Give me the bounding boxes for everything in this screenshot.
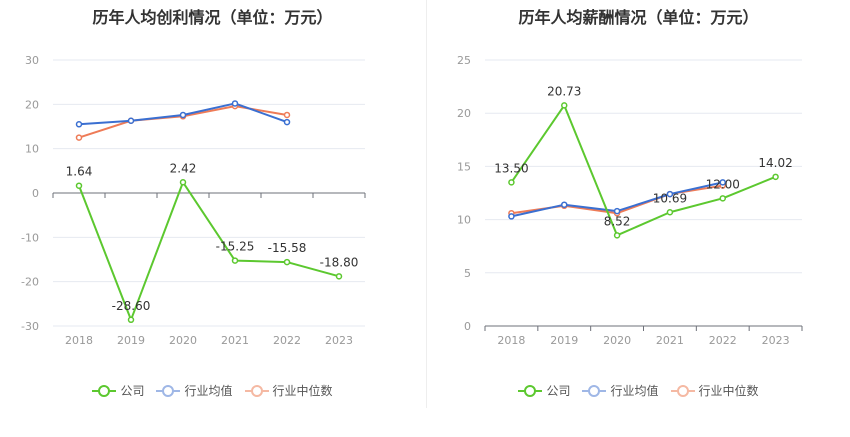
legend-item-industry-median[interactable]: 行业中位数 (244, 382, 333, 399)
legend-label: 行业均值 (184, 384, 233, 398)
salary-per-capita-chart: 25 20 15 10 5 0 2018 2019 2020 2021 2022 2023 13.50 2… (427, 0, 850, 437)
legend-item-industry-average[interactable]: 行业均值 (156, 382, 233, 399)
data-label: 10.69 (653, 191, 687, 205)
data-label: 1.64 (66, 165, 93, 179)
x-tick-label: 2018 (65, 334, 93, 347)
data-point (508, 213, 515, 220)
data-point (508, 179, 515, 186)
y-tick-label: 0 (32, 187, 39, 200)
data-point (75, 182, 83, 189)
legend-line-icon (518, 384, 543, 397)
data-point (231, 100, 239, 107)
legend: 公司 行业均值 行业中位数 (427, 382, 850, 399)
x-tick-label: 2021 (221, 334, 249, 347)
data-point (283, 118, 291, 126)
data-point (666, 209, 674, 216)
legend-label: 行业均值 (610, 384, 659, 398)
y-tick-label: 0 (464, 320, 471, 333)
data-point (179, 111, 187, 119)
data-point (613, 232, 621, 239)
chart-title: 历年人均薪酬情况（单位：万元） (518, 8, 759, 27)
series-line-0 (510, 104, 776, 237)
x-tick-label: 2023 (762, 334, 790, 347)
data-label: -15.25 (216, 240, 255, 254)
data-point (231, 257, 239, 264)
data-point (335, 273, 343, 280)
data-point (75, 134, 83, 141)
y-tick-label: -10 (21, 231, 39, 244)
x-tick-label: 2019 (550, 334, 578, 347)
legend-line-icon (156, 384, 181, 397)
data-label: -15.58 (268, 241, 307, 255)
x-tick-label: 2021 (656, 334, 684, 347)
series-line-0 (78, 181, 340, 321)
data-point (613, 207, 621, 215)
legend-label: 行业中位数 (698, 384, 759, 398)
data-point (127, 316, 135, 324)
legend-item-company[interactable]: 公司 (92, 382, 144, 399)
data-point (772, 173, 779, 181)
profit-chart-svg: 30 20 10 0 -10 -20 -30 2018 2019 2020 2021 2022 2023… (21, 54, 366, 347)
data-label: 12.00 (706, 177, 740, 191)
y-tick-label: -30 (21, 320, 39, 333)
x-tick-label: 2022 (273, 334, 301, 347)
legend-label: 行业中位数 (272, 384, 333, 398)
data-point (75, 121, 83, 128)
y-tick-label: 10 (25, 143, 39, 156)
legend-item-industry-average[interactable]: 行业均值 (582, 382, 659, 399)
y-tick-label: -20 (21, 276, 39, 289)
data-label: 8.52 (604, 214, 631, 228)
data-point (666, 190, 674, 198)
data-label: -28.60 (112, 299, 151, 313)
x-tick-label: 2020 (169, 334, 197, 347)
legend-line-icon (582, 384, 607, 397)
data-label: 20.73 (547, 84, 581, 98)
x-tick-label: 2020 (603, 334, 631, 347)
x-tick-label: 2023 (325, 334, 353, 347)
data-point (283, 111, 291, 119)
profit-per-capita-chart: 30 20 10 0 -10 -20 -30 2018 2019 2020 2021 2022 2023… (0, 8, 425, 399)
data-point (127, 117, 135, 124)
panel-divider (426, 0, 427, 408)
data-point (719, 179, 726, 186)
y-tick-label: 25 (457, 54, 471, 67)
legend-item-company[interactable]: 公司 (518, 382, 570, 399)
data-label: 2.42 (170, 161, 197, 175)
y-tick-label: 20 (457, 107, 471, 120)
chart-title: 历年人均创利情况（单位：万元） (92, 8, 333, 27)
data-label: 14.02 (758, 156, 792, 170)
legend-label: 公司 (546, 384, 571, 398)
data-label: -18.80 (320, 255, 359, 269)
legend-label: 公司 (120, 384, 145, 398)
data-point (561, 102, 568, 109)
x-tick-label: 2019 (117, 334, 145, 347)
legend-line-icon (244, 384, 269, 397)
data-label: 13.50 (494, 161, 528, 175)
legend-line-icon (92, 384, 117, 397)
y-tick-label: 20 (25, 98, 39, 111)
x-tick-label: 2018 (497, 334, 525, 347)
legend: 公司 行业均值 行业中位数 (0, 382, 425, 399)
salary-chart-svg: 25 20 15 10 5 0 2018 2019 2020 2021 2022 2023 13.50 2… (457, 54, 803, 347)
data-point (719, 195, 726, 202)
legend-item-industry-median[interactable]: 行业中位数 (670, 382, 759, 399)
data-point (561, 201, 568, 208)
x-tick-label: 2022 (709, 334, 737, 347)
y-tick-label: 30 (25, 54, 39, 67)
legend-line-icon (670, 384, 695, 397)
data-point (179, 179, 187, 186)
y-tick-label: 15 (457, 160, 471, 173)
y-tick-label: 5 (464, 267, 471, 280)
y-tick-label: 10 (457, 214, 471, 227)
data-point (283, 258, 291, 266)
